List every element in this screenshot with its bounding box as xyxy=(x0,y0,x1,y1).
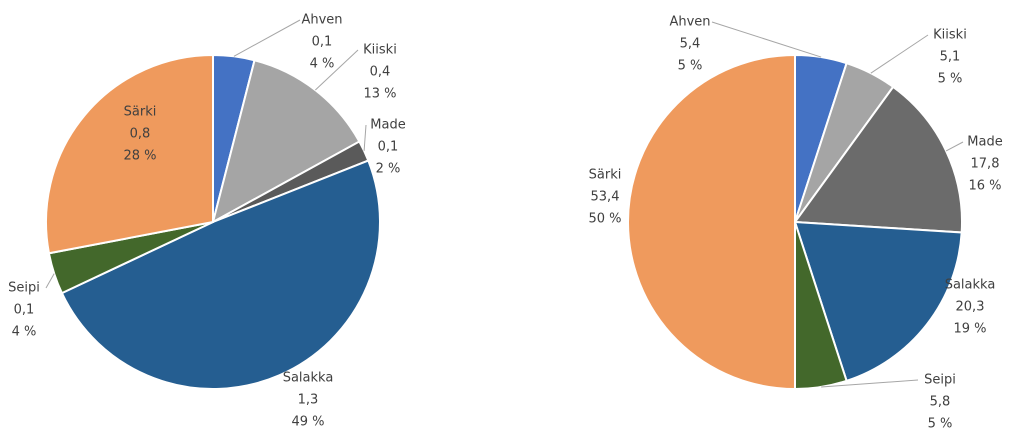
slice-label: Särki xyxy=(124,105,157,120)
leader-line xyxy=(315,49,359,91)
leader-line xyxy=(233,19,301,57)
pie-slice xyxy=(211,59,361,224)
slice-value: 1,3 xyxy=(298,393,319,408)
slice-value: 5,8 xyxy=(930,395,951,410)
slice-value: 5,1 xyxy=(940,50,961,65)
slice-value: 5,4 xyxy=(680,37,701,52)
slice-percent: 28 % xyxy=(123,149,156,164)
slice-percent: 13 % xyxy=(363,87,396,102)
slice-value: 20,3 xyxy=(956,300,985,315)
slice-percent: 5 % xyxy=(938,72,963,87)
slice-value: 0,4 xyxy=(370,65,391,80)
slice-label: Ahven xyxy=(301,13,342,28)
slice-label: Salakka xyxy=(945,278,996,293)
slice-percent: 4 % xyxy=(12,325,37,340)
slice-value: 0,1 xyxy=(312,35,333,50)
pie-slice xyxy=(45,53,214,255)
leader-line xyxy=(821,379,919,388)
pie-slice xyxy=(793,85,963,234)
slice-value: 0,1 xyxy=(378,140,399,155)
slice-percent: 16 % xyxy=(968,179,1001,194)
slice-label: Kiiski xyxy=(363,43,397,58)
slice-percent: 4 % xyxy=(310,57,335,72)
pie-slice xyxy=(60,159,381,390)
slice-label: Seipi xyxy=(8,281,40,296)
slice-value: 0,1 xyxy=(14,303,35,318)
leader-line xyxy=(945,141,964,152)
slice-label: Seipi xyxy=(924,373,956,388)
slice-value: 17,8 xyxy=(971,157,1000,172)
slice-value: 53,4 xyxy=(591,190,620,205)
slice-percent: 5 % xyxy=(678,59,703,74)
slice-percent: 2 % xyxy=(376,162,401,177)
slice-value: 0,8 xyxy=(130,127,151,142)
pie-slice xyxy=(793,220,963,383)
leader-line xyxy=(45,273,55,289)
leader-line xyxy=(363,124,367,151)
slice-label: Made xyxy=(370,118,405,133)
slice-label: Made xyxy=(967,135,1002,150)
slice-label: Salakka xyxy=(283,371,334,386)
slice-percent: 49 % xyxy=(291,415,324,430)
slice-label: Kiiski xyxy=(933,28,967,43)
slice-percent: 5 % xyxy=(928,417,953,432)
pie-slice xyxy=(627,53,796,391)
slice-label: Särki xyxy=(589,168,622,183)
leader-line xyxy=(870,34,929,74)
slice-label: Ahven xyxy=(669,15,710,30)
slice-percent: 19 % xyxy=(953,322,986,337)
leader-line xyxy=(711,21,822,58)
slice-percent: 50 % xyxy=(588,212,621,227)
